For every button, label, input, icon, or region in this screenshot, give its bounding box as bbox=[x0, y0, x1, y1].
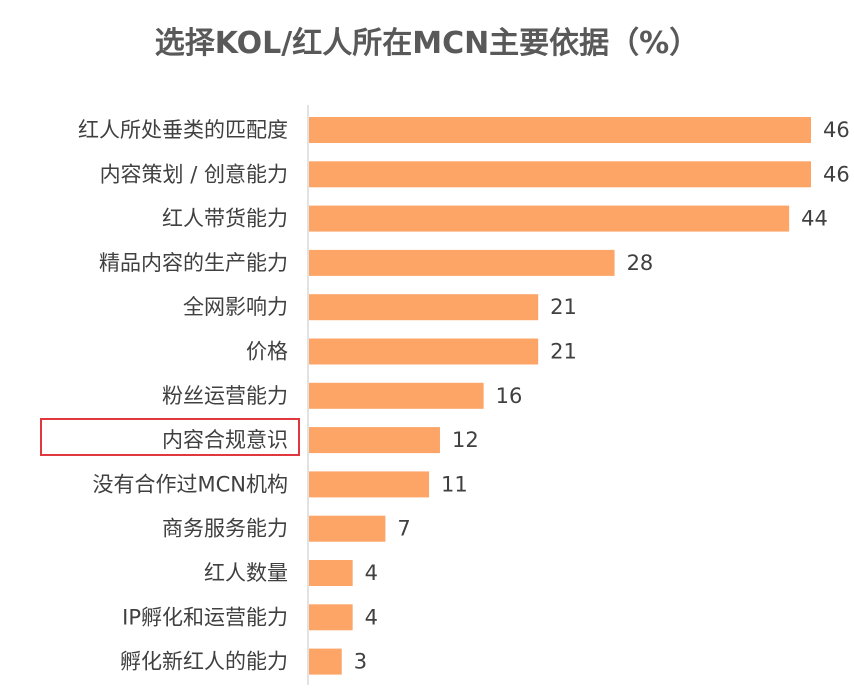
highlight-box bbox=[40, 418, 300, 456]
bar-2 bbox=[309, 205, 790, 232]
category-label: 红人所处垂类的匹配度 bbox=[78, 118, 288, 142]
category-label: 价格 bbox=[246, 340, 288, 364]
category-label: 商务服务能力 bbox=[162, 517, 288, 541]
value-label: 44 bbox=[801, 207, 828, 231]
category-label: 红人带货能力 bbox=[162, 207, 288, 231]
bar-11 bbox=[309, 604, 353, 631]
value-label: 46 bbox=[823, 162, 850, 186]
category-label: IP孵化和运营能力 bbox=[122, 605, 288, 629]
category-label: 内容合规意识 bbox=[162, 428, 288, 452]
value-label: 21 bbox=[550, 295, 577, 319]
category-label: 内容策划 / 创意能力 bbox=[100, 162, 288, 186]
category-label: 精品内容的生产能力 bbox=[99, 251, 288, 275]
value-label: 16 bbox=[496, 384, 523, 408]
bar-0 bbox=[309, 117, 811, 143]
value-label: 46 bbox=[823, 118, 850, 142]
bar-1 bbox=[309, 161, 811, 188]
value-label: 21 bbox=[550, 340, 577, 364]
bar-6 bbox=[309, 382, 484, 409]
chart-title: 选择KOL/红人所在MCN主要依据（%） bbox=[154, 26, 700, 61]
value-label: 3 bbox=[354, 650, 367, 674]
value-label: 28 bbox=[627, 251, 654, 275]
bar-5 bbox=[309, 338, 539, 365]
bar-8 bbox=[309, 471, 430, 498]
category-label: 粉丝运营能力 bbox=[162, 384, 288, 408]
value-label: 4 bbox=[365, 561, 378, 585]
category-label: 孵化新红人的能力 bbox=[120, 650, 288, 674]
bar-3 bbox=[309, 249, 615, 276]
category-label: 全网影响力 bbox=[183, 295, 288, 319]
bar-7 bbox=[309, 427, 440, 454]
bar-4 bbox=[309, 294, 539, 321]
bar-9 bbox=[309, 515, 386, 542]
bar-10 bbox=[309, 560, 353, 586]
category-label: 没有合作过MCN机构 bbox=[93, 472, 289, 496]
bar-12 bbox=[309, 648, 342, 675]
category-label: 红人数量 bbox=[204, 561, 288, 585]
value-label: 11 bbox=[441, 472, 468, 496]
value-label: 12 bbox=[452, 428, 479, 452]
value-label: 7 bbox=[397, 517, 410, 541]
value-label: 4 bbox=[365, 605, 378, 629]
